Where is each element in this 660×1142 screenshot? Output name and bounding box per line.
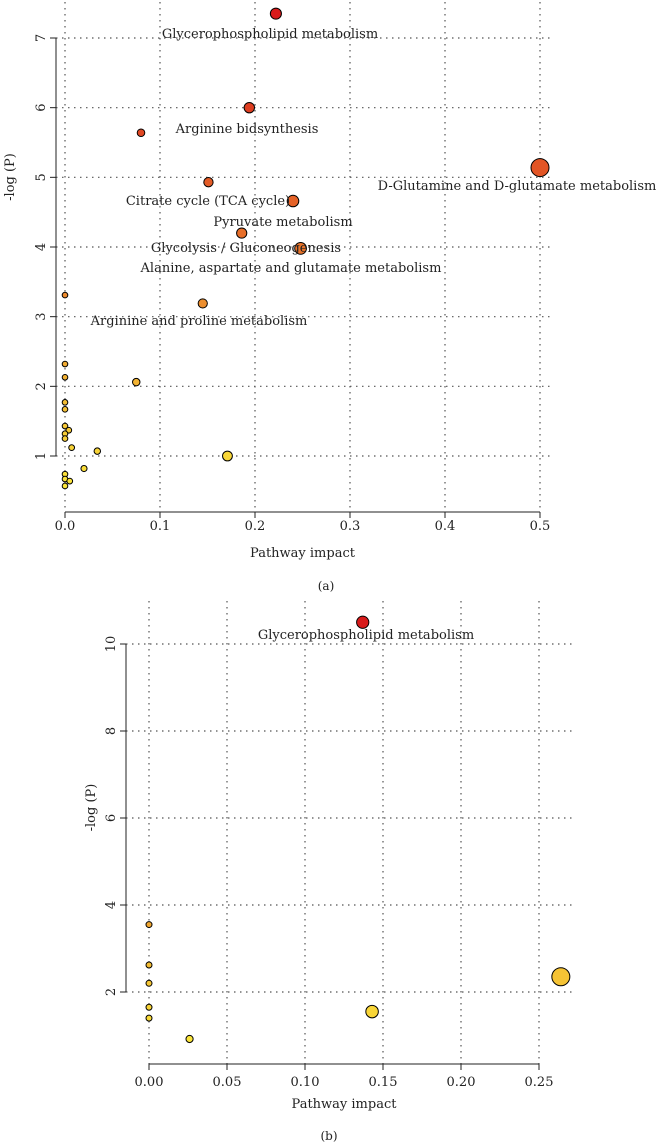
data-point-a-2 xyxy=(136,128,146,138)
pathway-annotation-a-1: Arginine bidsynthesis xyxy=(175,122,319,137)
data-point-b-3 xyxy=(145,979,153,987)
pathway-annotation-a-0: Glycerophospholipid metabolism xyxy=(162,27,378,42)
data-point-a-25 xyxy=(66,477,74,485)
data-point-a-8 xyxy=(61,291,69,299)
y-tick-label-a-5: 6 xyxy=(34,104,49,112)
grid-lines-a xyxy=(56,2,553,512)
data-point-a-1 xyxy=(243,101,256,114)
x-tick-label-a-1: 0.1 xyxy=(150,519,171,534)
pathway-annotation-a-4: Citrate cycle (TCA cycle) xyxy=(126,194,290,209)
data-point-a-14 xyxy=(61,406,69,413)
panel-a-scatter-chart: 0.0 0.1 0.2 0.3 0.4 0.5 1 2 3 4 5 6 7 Pathway impact -… xyxy=(3,2,656,593)
data-point-a-6 xyxy=(236,227,248,239)
y-tick-label-b-2: 6 xyxy=(104,814,119,822)
x-tick-label-a-4: 0.4 xyxy=(435,519,456,534)
x-tick-label-a-3: 0.3 xyxy=(340,519,361,534)
data-point-a-3 xyxy=(530,158,550,178)
data-point-a-15 xyxy=(61,422,69,430)
data-point-b-0 xyxy=(356,615,370,629)
data-point-a-0 xyxy=(269,7,282,20)
data-point-b-1 xyxy=(145,921,153,929)
data-point-a-18 xyxy=(61,435,69,442)
x-axis-label-a: Pathway impact xyxy=(250,546,356,561)
pathway-annotation-b-0: Glycerophospholipid metabolism xyxy=(258,628,474,643)
panel-label-a: (a) xyxy=(318,579,335,593)
x-tick-label-b-5: 0.25 xyxy=(525,1075,554,1090)
x-tick-label-b-4: 0.20 xyxy=(447,1075,476,1090)
pathway-annotation-a-7: Alanine, aspartate and glutamate metabol… xyxy=(140,261,442,276)
data-point-a-9 xyxy=(197,298,208,309)
y-tick-label-b-3: 8 xyxy=(104,727,119,735)
data-point-b-7 xyxy=(145,1014,153,1022)
x-tick-label-b-0: 0.00 xyxy=(135,1075,164,1090)
y-axis-label-b: -log (P) xyxy=(84,784,99,832)
data-point-a-5 xyxy=(286,194,300,208)
panel-b-scatter-chart: 0.00 0.05 0.10 0.15 0.20 0.25 2 4 6 8 10 Pathway im… xyxy=(84,601,575,1142)
y-tick-label-a-3: 4 xyxy=(34,243,49,251)
data-point-a-21 xyxy=(222,450,233,462)
pathway-annotation-a-6: Glycolysis / Gluconeogenesis xyxy=(151,241,341,256)
data-point-b-2 xyxy=(145,961,153,969)
pathway-annotation-a-5: Pyruvate metabolism xyxy=(213,215,352,230)
x-tick-label-a-0: 0.0 xyxy=(55,519,76,534)
data-point-a-12 xyxy=(132,377,141,387)
data-point-b-6 xyxy=(365,1004,379,1019)
y-tick-label-a-0: 1 xyxy=(34,452,49,460)
x-tick-label-b-1: 0.05 xyxy=(213,1075,242,1090)
x-axis-label-b: Pathway impact xyxy=(292,1097,398,1112)
y-tick-label-b-0: 2 xyxy=(104,988,119,996)
points-b xyxy=(145,615,571,1044)
x-tick-label-b-3: 0.15 xyxy=(369,1075,398,1090)
y-tick-label-a-4: 5 xyxy=(34,173,49,181)
data-point-a-10 xyxy=(61,360,69,368)
y-tick-label-b-4: 10 xyxy=(104,636,119,653)
pathway-annotation-a-3: D-Glutamine and D-glutamate metabolism xyxy=(378,179,657,194)
x-tick-label-a-2: 0.2 xyxy=(245,519,266,534)
y-tick-label-a-2: 3 xyxy=(34,313,49,321)
x-tick-label-a-5: 0.5 xyxy=(530,519,551,534)
y-tick-label-a-1: 2 xyxy=(34,382,49,390)
data-point-a-19 xyxy=(68,444,76,452)
points-a xyxy=(61,7,550,490)
data-point-a-11 xyxy=(61,373,69,381)
data-point-a-26 xyxy=(61,482,69,490)
data-point-a-20 xyxy=(93,447,102,455)
data-point-b-4 xyxy=(551,967,571,987)
data-point-b-8 xyxy=(185,1034,194,1044)
panel-label-b: (b) xyxy=(320,1129,337,1142)
x-tick-label-b-2: 0.10 xyxy=(291,1075,320,1090)
y-tick-label-b-1: 4 xyxy=(104,901,119,909)
data-point-a-7 xyxy=(294,242,307,255)
data-point-a-13 xyxy=(61,399,69,406)
y-axis-label-a: -log (P) xyxy=(3,153,18,201)
data-point-a-4 xyxy=(203,177,214,188)
grid-lines-b xyxy=(126,601,575,1064)
data-point-b-5 xyxy=(145,1003,153,1011)
pathway-annotation-a-9: Arginine and proline metabolism xyxy=(90,314,308,329)
data-point-a-22 xyxy=(80,464,88,473)
y-tick-label-a-6: 7 xyxy=(34,34,49,42)
